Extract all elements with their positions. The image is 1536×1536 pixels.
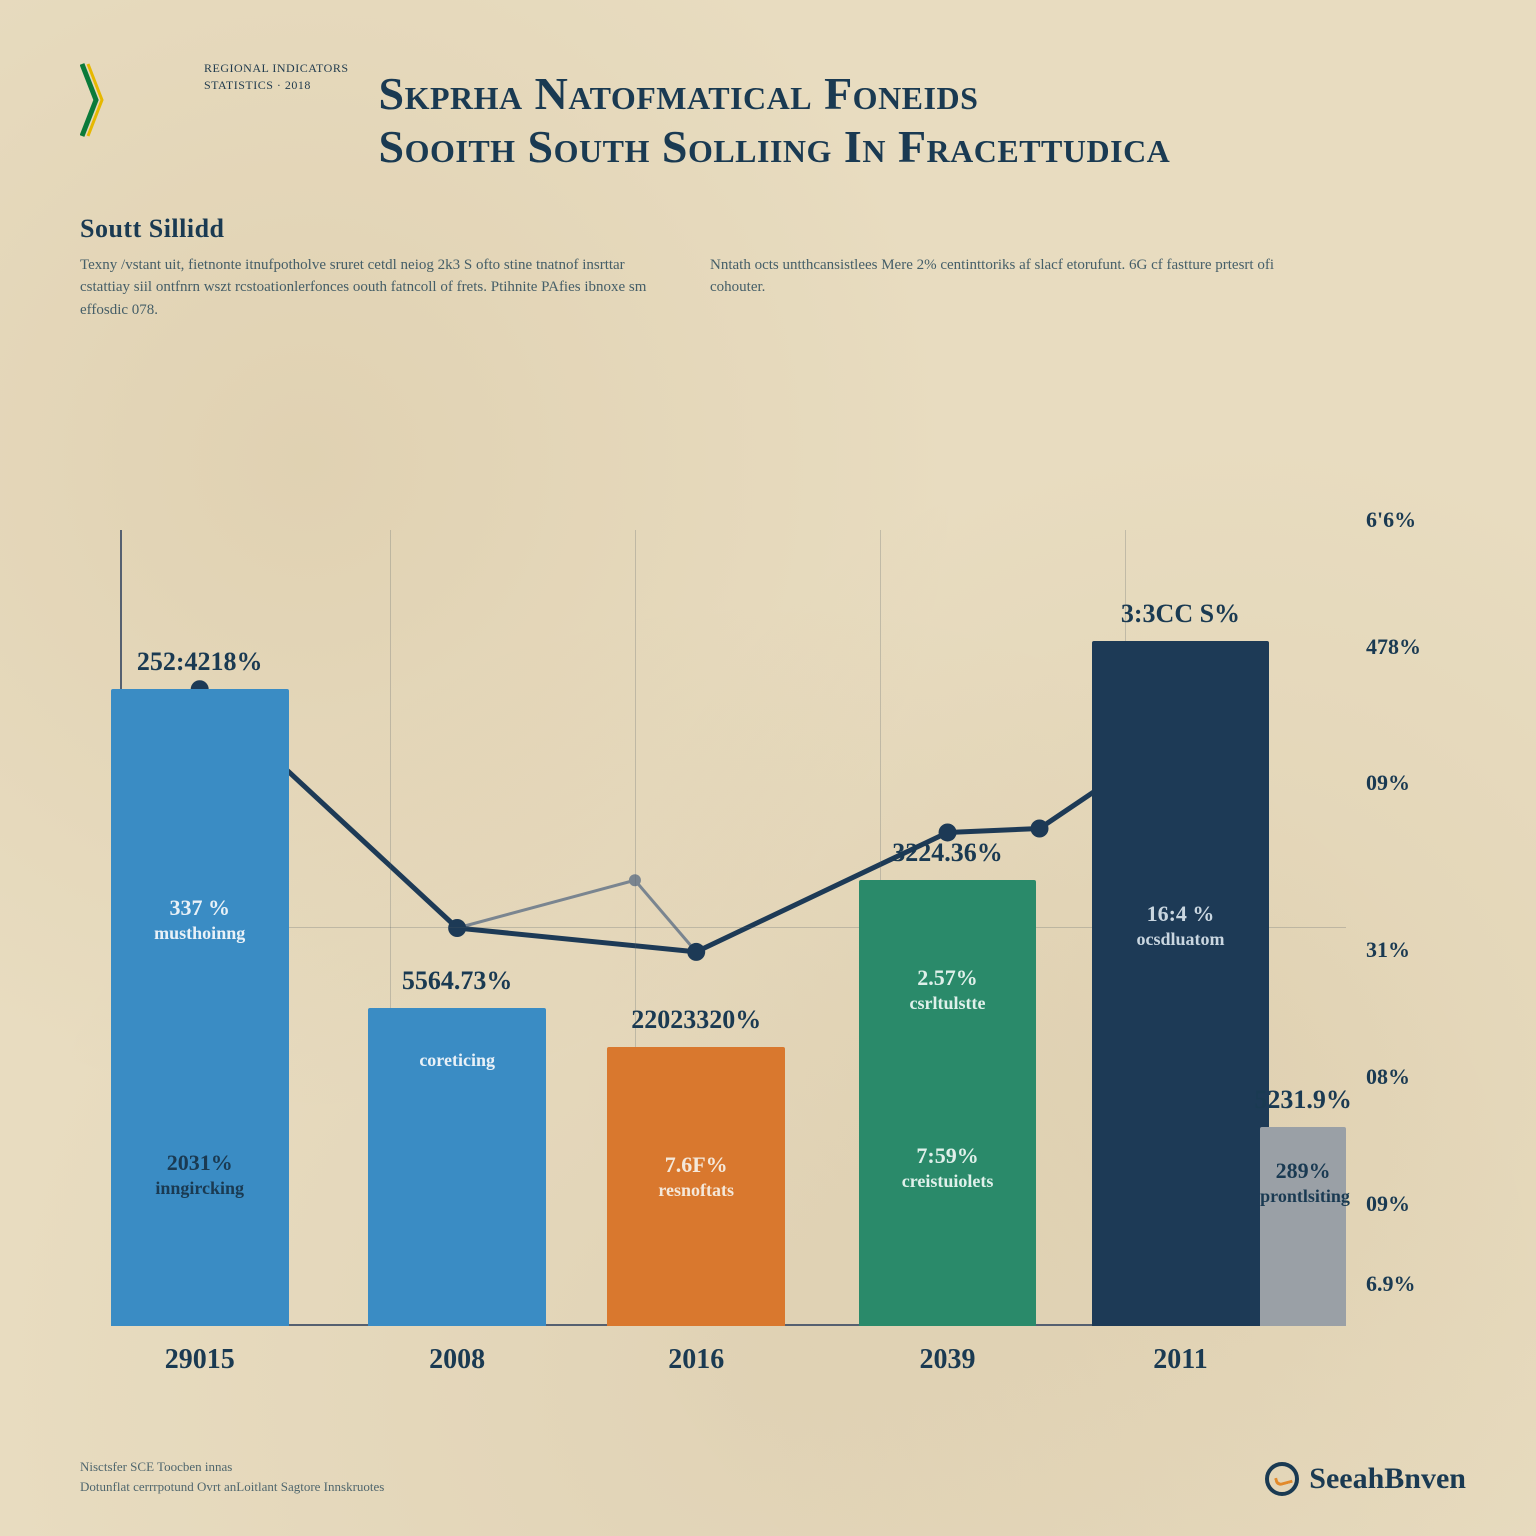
trend-line-primary: [200, 689, 1199, 952]
header: REGIONAL INDICATORS STATISTICS · 2018 Sk…: [80, 60, 1466, 174]
footer-line-2: Dotunflat cerrrpotund Ovrt anLoitlant Sa…: [80, 1477, 384, 1497]
bar: coreticing: [368, 1008, 546, 1326]
y-axis-label: 31%: [1366, 937, 1456, 963]
x-axis-label: 2016: [668, 1344, 724, 1376]
bar-top-label: 5564.73%: [357, 966, 557, 996]
subhead-col-2: Nntath octs untthcansistlees Mere 2% cen…: [710, 254, 1280, 322]
subhead: Soutt Sillidd Texny /vstant uit, fietnon…: [80, 214, 1466, 322]
sa-flag-icon: [80, 60, 190, 140]
bar: 337 %musthoinng 2031%inngircking: [111, 689, 289, 1326]
bar: 289%prontlsiting: [1260, 1127, 1346, 1326]
bar: 16:4 %ocsdluatom: [1092, 641, 1270, 1326]
subhead-title: Soutt Sillidd: [80, 214, 1466, 244]
x-axis-label: 2039: [920, 1344, 976, 1376]
trend-line-primary-marker: [448, 919, 466, 937]
bar-inner-label: 2.57%csrltulstte: [859, 965, 1037, 1014]
brand-icon: [1265, 1462, 1299, 1496]
x-axis-label: 29015: [165, 1344, 235, 1376]
chart: 337 %musthoinng 2031%inngircking 252:4218%…: [80, 470, 1466, 1386]
page-root: REGIONAL INDICATORS STATISTICS · 2018 Sk…: [0, 0, 1536, 1536]
flag-chevron-icon: [80, 60, 104, 140]
trend-line-primary-marker: [1031, 820, 1049, 838]
footer: Nisctsfer SCE Toocben innas Dotunflat ce…: [80, 1457, 1466, 1496]
title-line-2: Sooith South Solliing In Fracettudica: [379, 121, 1467, 174]
title-block: Skprha Natofmatical Foneids Sooith South…: [379, 60, 1467, 174]
x-axis-label: 2008: [429, 1344, 485, 1376]
brand: SeeahBnven: [1265, 1462, 1466, 1496]
subhead-columns: Texny /vstant uit, fietnonte itnufpothol…: [80, 254, 1280, 322]
y-axis-label: 09%: [1366, 770, 1456, 796]
y-axis-label: 09%: [1366, 1191, 1456, 1217]
bar-inner-label: coreticing: [368, 1048, 546, 1071]
bar-inner-label: 2031%inngircking: [111, 1150, 289, 1199]
bar-inner-label: 16:4 %ocsdluatom: [1092, 901, 1270, 950]
bar-inner-label: 7.6F%resnoftats: [607, 1152, 785, 1201]
title-line-1: Skprha Natofmatical Foneids: [379, 68, 1467, 121]
bar-inner-label: 7:59%creistuiolets: [859, 1143, 1037, 1192]
footer-notes: Nisctsfer SCE Toocben innas Dotunflat ce…: [80, 1457, 384, 1496]
flag-caption-1: REGIONAL INDICATORS: [204, 60, 349, 77]
y-axis-label: 6.9%: [1366, 1271, 1456, 1297]
bar-top-label: 22023320%: [596, 1005, 796, 1035]
x-axis-label: 2011: [1153, 1344, 1207, 1376]
flag-caption: REGIONAL INDICATORS STATISTICS · 2018: [204, 60, 349, 94]
bar-inner-label: 289%prontlsiting: [1260, 1158, 1346, 1207]
y-axis-label: 6'6%: [1366, 507, 1456, 533]
bar-top-label: 3:3CC S%: [1080, 599, 1280, 629]
trend-line-primary-marker: [687, 943, 705, 961]
bar-inner-label: 337 %musthoinng: [111, 895, 289, 944]
plot-area: 337 %musthoinng2031%inngircking252:4218%…: [120, 530, 1346, 1326]
y-axis-label: 478%: [1366, 634, 1456, 660]
flag-block: REGIONAL INDICATORS STATISTICS · 2018: [80, 60, 349, 140]
bar: 7.6F%resnoftats: [607, 1047, 785, 1326]
y-axis-label: 08%: [1366, 1064, 1456, 1090]
footer-line-1: Nisctsfer SCE Toocben innas: [80, 1457, 384, 1477]
bar-top-label: 3224.36%: [848, 838, 1048, 868]
bar: 2.57%csrltulstte 7:59%creistuiolets: [859, 880, 1037, 1326]
brand-text: SeeahBnven: [1309, 1462, 1466, 1496]
flag-caption-2: STATISTICS · 2018: [204, 77, 349, 94]
subhead-col-1: Texny /vstant uit, fietnonte itnufpothol…: [80, 254, 650, 322]
bar-top-label: 252:4218%: [100, 647, 300, 677]
